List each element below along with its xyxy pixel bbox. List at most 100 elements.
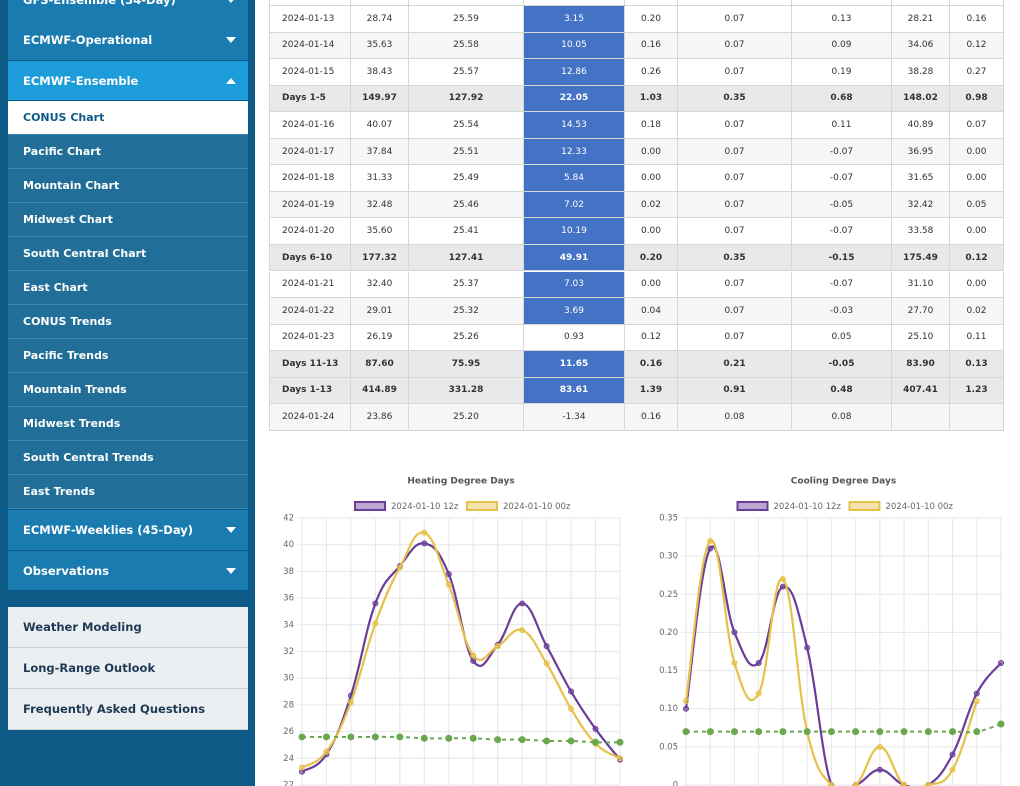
table-cell: Days 6-10 xyxy=(269,244,351,272)
label: -0.03 xyxy=(829,305,854,316)
table-cell: 0.20 xyxy=(625,6,678,33)
data-point xyxy=(683,698,689,705)
header-cell xyxy=(524,0,625,6)
nav-subitem[interactable]: South Central Chart xyxy=(8,237,248,271)
label: 175.49 xyxy=(903,252,938,263)
nav-link[interactable]: Long-Range Outlook xyxy=(8,648,248,689)
header-cell xyxy=(892,0,950,6)
label: 1.03 xyxy=(639,93,663,104)
label: 0.05 xyxy=(966,199,987,210)
label: 0.16 xyxy=(640,412,662,423)
table-cell: 0.21 xyxy=(678,351,792,378)
nav-subitem[interactable]: Pacific Chart xyxy=(8,135,248,169)
nav-subitem[interactable]: Pacific Trends xyxy=(8,339,248,373)
table-cell: 25.51 xyxy=(409,138,524,166)
table-cell: 0.07 xyxy=(678,32,792,60)
label: 0.07 xyxy=(724,13,745,24)
label: 28.74 xyxy=(366,13,393,24)
table-cell: 0.00 xyxy=(950,165,1004,192)
label: 25.59 xyxy=(453,13,479,24)
data-point xyxy=(298,733,306,741)
data-point xyxy=(828,782,835,786)
table-cell: 0.12 xyxy=(950,32,1004,60)
label: -0.07 xyxy=(829,279,854,290)
label: ECMWF-Operational xyxy=(23,33,153,47)
label: 2024-01-14 xyxy=(282,40,335,51)
label: Days 1-13 xyxy=(282,385,333,396)
nav-subitem[interactable]: Midwest Trends xyxy=(8,407,248,441)
legend-label: 2024-01-10 00z xyxy=(503,502,571,512)
label: 0.07 xyxy=(724,146,745,157)
nav-group[interactable]: Observations xyxy=(8,551,248,591)
table-cell: 0.20 xyxy=(625,244,678,272)
table-cell: 25.10 xyxy=(892,324,950,352)
nav-link[interactable]: Weather Modeling xyxy=(8,607,248,648)
label: Pacific Chart xyxy=(23,145,101,158)
label: 148.02 xyxy=(903,93,938,104)
nav-subitem[interactable]: Mountain Trends xyxy=(8,373,248,407)
label: 38.28 xyxy=(907,66,934,77)
label: 3.15 xyxy=(563,13,585,24)
label: 127.92 xyxy=(448,93,484,104)
nav-subitem[interactable]: East Chart xyxy=(8,271,248,305)
label: 0.13 xyxy=(831,13,852,24)
data-point xyxy=(372,600,379,607)
label: 0.26 xyxy=(640,66,662,77)
nav-subitem[interactable]: Midwest Chart xyxy=(8,203,248,237)
data-point xyxy=(421,540,428,547)
chevron xyxy=(226,77,236,84)
data-point xyxy=(592,738,600,746)
data-point xyxy=(347,699,354,706)
y-tick-label: 32 xyxy=(283,647,294,657)
table-cell: 32.48 xyxy=(351,191,409,219)
nav-group[interactable]: ECMWF-Operational xyxy=(8,20,248,61)
legend-swatch xyxy=(736,501,769,511)
table-cell: 25.49 xyxy=(409,165,524,192)
y-tick-label: 40 xyxy=(283,540,294,550)
table-cell: 0.04 xyxy=(625,298,678,325)
data-point xyxy=(396,733,404,741)
nav-subitem[interactable]: East Trends xyxy=(8,475,248,509)
nav-subitem[interactable]: South Central Trends xyxy=(8,441,248,475)
header-cell xyxy=(792,0,892,6)
data-point xyxy=(567,737,575,745)
label: 25.32 xyxy=(453,305,479,316)
label: 0.12 xyxy=(966,40,987,51)
label: -0.07 xyxy=(829,146,854,157)
nav-group[interactable]: ECMWF-Weeklies (45-Day) xyxy=(8,510,248,551)
label: 0.00 xyxy=(640,173,662,184)
label: 25.20 xyxy=(453,412,479,423)
header-cell xyxy=(409,0,524,6)
table-cell: 3.15 xyxy=(524,6,625,33)
y-tick-label: 0.20 xyxy=(659,628,678,638)
label: 0.07 xyxy=(724,66,745,77)
label: 40.89 xyxy=(907,119,934,130)
label: 149.97 xyxy=(362,93,397,104)
nav-group[interactable]: ECMWF-Ensemble xyxy=(8,61,248,101)
label: 11.65 xyxy=(559,358,589,369)
nav-subitem[interactable]: Mountain Chart xyxy=(8,169,248,203)
table-cell: -0.07 xyxy=(792,138,892,166)
label: 12.33 xyxy=(561,146,587,157)
data-point xyxy=(592,725,599,732)
legend-label: 2024-01-10 12z xyxy=(774,502,842,512)
label: 0.02 xyxy=(966,305,987,316)
table-cell: 0.07 xyxy=(678,59,792,86)
data-point xyxy=(949,751,956,758)
table-cell: 1.39 xyxy=(625,377,678,405)
table-cell: 0.07 xyxy=(678,165,792,192)
y-tick-label: 0 xyxy=(673,781,678,786)
nav-subitem[interactable]: CONUS Trends xyxy=(8,305,248,339)
label: 0.04 xyxy=(640,305,662,316)
nav-subitem[interactable]: CONUS Chart xyxy=(8,101,248,135)
table-cell: 1.23 xyxy=(950,377,1004,405)
data-point xyxy=(543,737,551,745)
table-cell: 83.90 xyxy=(892,351,950,378)
label: 0.16 xyxy=(640,40,662,51)
label: 87.60 xyxy=(365,358,394,369)
table-cell: 148.02 xyxy=(892,85,950,113)
table-cell: 7.03 xyxy=(524,271,625,299)
label: GFS-Ensemble (34-Day) xyxy=(23,0,176,7)
data-point xyxy=(779,576,786,583)
nav-link[interactable]: Frequently Asked Questions xyxy=(8,689,248,730)
